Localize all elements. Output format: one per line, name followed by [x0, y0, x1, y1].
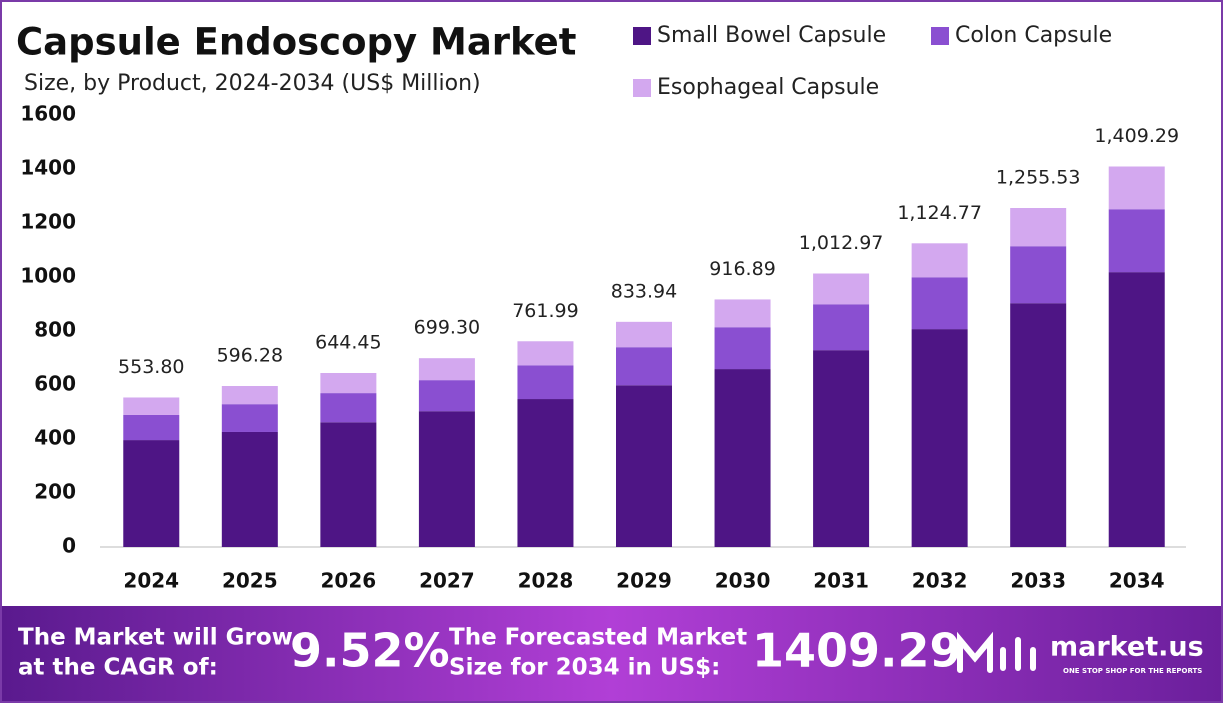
- bar-segment: [911, 243, 968, 278]
- legend-label: Small Bowel Capsule: [657, 23, 886, 48]
- chart-subtitle: Size, by Product, 2024-2034 (US$ Million…: [24, 71, 481, 96]
- x-tick-label: 2034: [1109, 569, 1165, 593]
- forecast-value: 1409.29: [752, 624, 962, 678]
- bar-segment: [418, 411, 475, 547]
- bar-segment: [221, 386, 278, 405]
- bar-segment: [813, 273, 870, 305]
- bar-segment: [123, 397, 180, 415]
- bar-segment: [1010, 246, 1067, 304]
- bar-segment: [616, 321, 672, 348]
- cagr-text: The Market will Grow: [18, 625, 293, 651]
- legend-swatch: [931, 27, 949, 45]
- cagr-text: at the CAGR of:: [18, 655, 218, 681]
- bar-segment: [320, 422, 377, 547]
- bar-segment: [418, 380, 475, 412]
- bar-segment: [517, 365, 574, 400]
- bar-segment: [1010, 208, 1067, 247]
- y-tick-label: 800: [34, 318, 76, 342]
- x-tick-label: 2033: [1010, 569, 1066, 593]
- bar-segment: [221, 404, 278, 432]
- forecast-text: Size for 2034 in US$:: [449, 655, 720, 681]
- y-tick-label: 1400: [20, 156, 76, 180]
- x-tick-label: 2030: [715, 569, 771, 593]
- y-tick-label: 200: [34, 480, 76, 504]
- bar-segment: [714, 299, 771, 328]
- bar-segment: [1108, 166, 1165, 210]
- x-tick-label: 2029: [616, 569, 672, 593]
- forecast-text: The Forecasted Market: [449, 625, 747, 651]
- bar-segment: [517, 399, 574, 547]
- y-tick-label: 1600: [20, 102, 76, 126]
- total-label: 553.80: [118, 356, 184, 378]
- x-tick-label: 2032: [912, 569, 968, 593]
- bar-segment: [1108, 209, 1165, 273]
- logo-text: market.us: [1050, 632, 1204, 663]
- y-tick-label: 0: [62, 534, 76, 558]
- bar-segment: [418, 358, 475, 381]
- total-label: 1,409.29: [1094, 125, 1179, 147]
- bar-segment: [714, 369, 771, 547]
- total-label: 1,255.53: [996, 167, 1081, 189]
- cagr-value: 9.52%: [290, 624, 450, 678]
- bar-segment: [714, 327, 771, 370]
- total-label: 1,124.77: [897, 202, 982, 224]
- bar-segment: [221, 431, 278, 547]
- bar-segment: [813, 304, 870, 351]
- legend: Small Bowel Capsule Colon Capsule Esophage…: [633, 23, 1112, 100]
- x-tick-label: 2024: [123, 569, 179, 593]
- total-label: 916.89: [709, 258, 775, 280]
- y-tick-label: 600: [34, 372, 76, 396]
- bar-segment: [320, 393, 377, 423]
- y-tick-label: 400: [34, 426, 76, 450]
- x-tick-label: 2025: [222, 569, 278, 593]
- bar-segment: [123, 440, 180, 547]
- total-label: 761.99: [512, 300, 578, 322]
- bar-segment: [616, 347, 672, 386]
- total-label: 596.28: [217, 345, 283, 367]
- legend-label: Esophageal Capsule: [657, 75, 879, 100]
- legend-swatch: [633, 27, 651, 45]
- legend-label: Colon Capsule: [955, 23, 1112, 48]
- bar-segment: [1108, 272, 1165, 547]
- bar-segment: [123, 414, 180, 441]
- bar-segment: [813, 350, 870, 547]
- x-tick-label: 2028: [518, 569, 574, 593]
- total-label: 833.94: [611, 280, 677, 302]
- bar-segment: [1010, 303, 1067, 547]
- bar-segment: [616, 385, 672, 547]
- footer-band: [2, 606, 1221, 701]
- x-tick-label: 2026: [321, 569, 377, 593]
- total-label: 699.30: [414, 317, 480, 339]
- total-label: 644.45: [315, 331, 381, 353]
- logo-icon: [957, 631, 1036, 673]
- bar-segment: [517, 341, 574, 366]
- y-tick-label: 1200: [20, 210, 76, 234]
- chart-title: Capsule Endoscopy Market: [16, 21, 576, 64]
- bar-segment: [320, 372, 377, 394]
- logo-tagline: ONE STOP SHOP FOR THE REPORTS: [1063, 667, 1202, 675]
- legend-swatch: [633, 79, 651, 97]
- total-label: 1,012.97: [799, 232, 884, 254]
- bar-segment: [911, 277, 968, 330]
- y-tick-label: 1000: [20, 264, 76, 288]
- x-tick-label: 2027: [419, 569, 475, 593]
- x-tick-label: 2031: [813, 569, 869, 593]
- bar-segment: [911, 329, 968, 547]
